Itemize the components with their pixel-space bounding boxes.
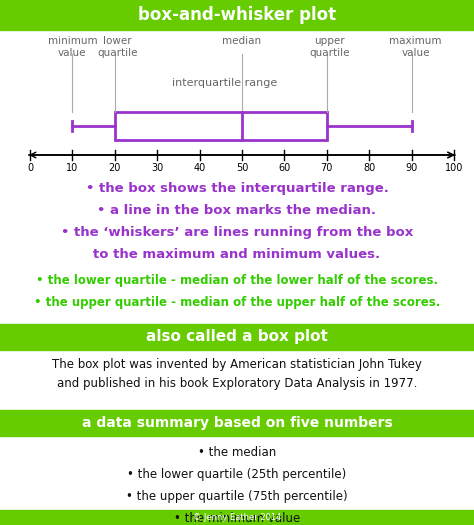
Text: to the maximum and minimum values.: to the maximum and minimum values.: [93, 248, 381, 261]
Bar: [0, 0, 474, 30]
Text: • the minimum value: • the minimum value: [174, 512, 300, 525]
Text: • the median: • the median: [198, 446, 276, 459]
Text: 10: 10: [66, 163, 79, 173]
Text: • the upper quartile (75th percentile): • the upper quartile (75th percentile): [126, 490, 348, 503]
Text: median: median: [222, 36, 262, 46]
Text: 90: 90: [405, 163, 418, 173]
Bar: [115, 112, 327, 140]
Text: interquartile range: interquartile range: [172, 78, 277, 88]
Text: • the upper quartile - median of the upper half of the scores.: • the upper quartile - median of the upp…: [34, 296, 440, 309]
Text: The box plot was invented by American statistician John Tukey
and published in h: The box plot was invented by American st…: [52, 358, 422, 390]
Text: minimum
value: minimum value: [47, 36, 97, 58]
Text: • the lower quartile - median of the lower half of the scores.: • the lower quartile - median of the low…: [36, 274, 438, 287]
Text: • the box shows the interquartile range.: • the box shows the interquartile range.: [86, 182, 388, 195]
Text: maximum
value: maximum value: [389, 36, 442, 58]
Text: also called a box plot: also called a box plot: [146, 330, 328, 344]
Text: 80: 80: [363, 163, 375, 173]
Bar: [0, 324, 474, 350]
Text: 40: 40: [193, 163, 206, 173]
Text: 70: 70: [320, 163, 333, 173]
Text: 20: 20: [109, 163, 121, 173]
Bar: [0, 410, 474, 436]
Text: 30: 30: [151, 163, 164, 173]
Bar: [0, 510, 474, 525]
Text: box-and-whisker plot: box-and-whisker plot: [138, 6, 336, 24]
Text: 100: 100: [445, 163, 463, 173]
Text: 60: 60: [278, 163, 291, 173]
Text: 0: 0: [27, 163, 33, 173]
Text: © Jenny Eather 2014: © Jenny Eather 2014: [193, 513, 281, 522]
Text: • a line in the box marks the median.: • a line in the box marks the median.: [98, 204, 376, 217]
Text: • the lower quartile (25th percentile): • the lower quartile (25th percentile): [128, 468, 346, 481]
Text: lower
quartile: lower quartile: [98, 36, 138, 58]
Text: • the ‘whiskers’ are lines running from the box: • the ‘whiskers’ are lines running from …: [61, 226, 413, 239]
Text: a data summary based on five numbers: a data summary based on five numbers: [82, 416, 392, 430]
Text: upper
quartile: upper quartile: [310, 36, 350, 58]
Text: 50: 50: [236, 163, 248, 173]
